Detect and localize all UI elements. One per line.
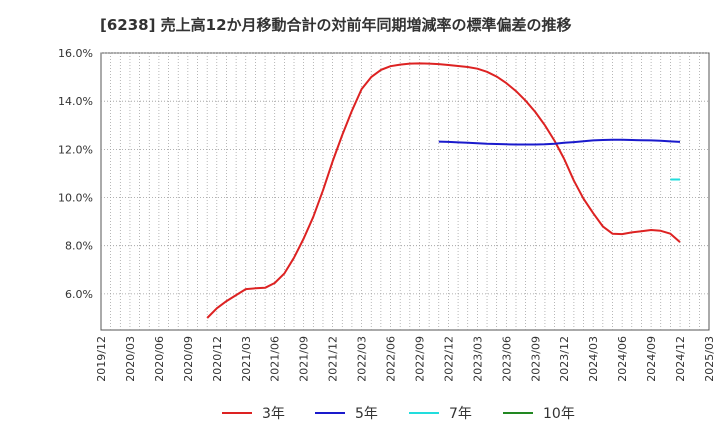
x-tick-label: 2020/12: [211, 336, 224, 382]
series-line-5年: [438, 138, 681, 146]
x-tick-label: 2022/03: [356, 336, 369, 382]
y-tick-label: 8.0%: [65, 240, 93, 253]
legend-label: 5年: [355, 406, 378, 422]
x-tick-label: 2020/09: [182, 336, 195, 382]
x-tick-label: 2020/06: [153, 336, 166, 382]
axes: 6.0% 8.0% 10.0% 12.0% 14.0% 16.0% 2019/12 2020/…: [58, 47, 716, 382]
grid: [101, 52, 709, 330]
x-tick-label: 2024/09: [645, 336, 658, 382]
x-tick-label: 2021/03: [240, 336, 253, 382]
x-tick-label: 2022/09: [413, 336, 426, 382]
y-tick-label: 6.0%: [65, 288, 93, 301]
x-tick-label: 2022/12: [442, 336, 455, 382]
y-tick-label: 12.0%: [58, 143, 93, 156]
legend: 3年 5年 7年 10年: [222, 406, 575, 422]
x-tick-label: 2023/12: [558, 336, 571, 382]
x-tick-label: 2024/12: [674, 336, 687, 382]
x-tick-label: 2021/09: [298, 336, 311, 382]
x-tick-label: 2019/12: [95, 336, 108, 382]
legend-label: 7年: [449, 406, 472, 422]
x-tick-label: 2022/06: [385, 336, 398, 382]
series-line-3年: [206, 62, 681, 319]
x-tick-label: 2020/03: [124, 336, 137, 382]
x-tick-label: 2023/09: [529, 336, 542, 382]
x-tick-label: 2025/03: [703, 336, 716, 382]
x-tick-label: 2021/12: [327, 336, 340, 382]
x-tick-label: 2021/06: [269, 336, 282, 382]
y-tick-label: 16.0%: [58, 47, 93, 60]
series-group: [206, 62, 681, 319]
x-tick-label: 2023/06: [500, 336, 513, 382]
x-tick-label: 2024/03: [587, 336, 600, 382]
x-tick-label: 2024/06: [616, 336, 629, 382]
y-tick-label: 14.0%: [58, 95, 93, 108]
chart-title: [6238] 売上高12か月移動合計の対前年同期増減率の標準偏差の推移: [100, 16, 572, 34]
legend-label: 10年: [543, 406, 575, 422]
plot-area: [100, 52, 710, 331]
y-tick-label: 10.0%: [58, 192, 93, 205]
x-tick-label: 2023/03: [471, 336, 484, 382]
legend-label: 3年: [262, 406, 285, 422]
